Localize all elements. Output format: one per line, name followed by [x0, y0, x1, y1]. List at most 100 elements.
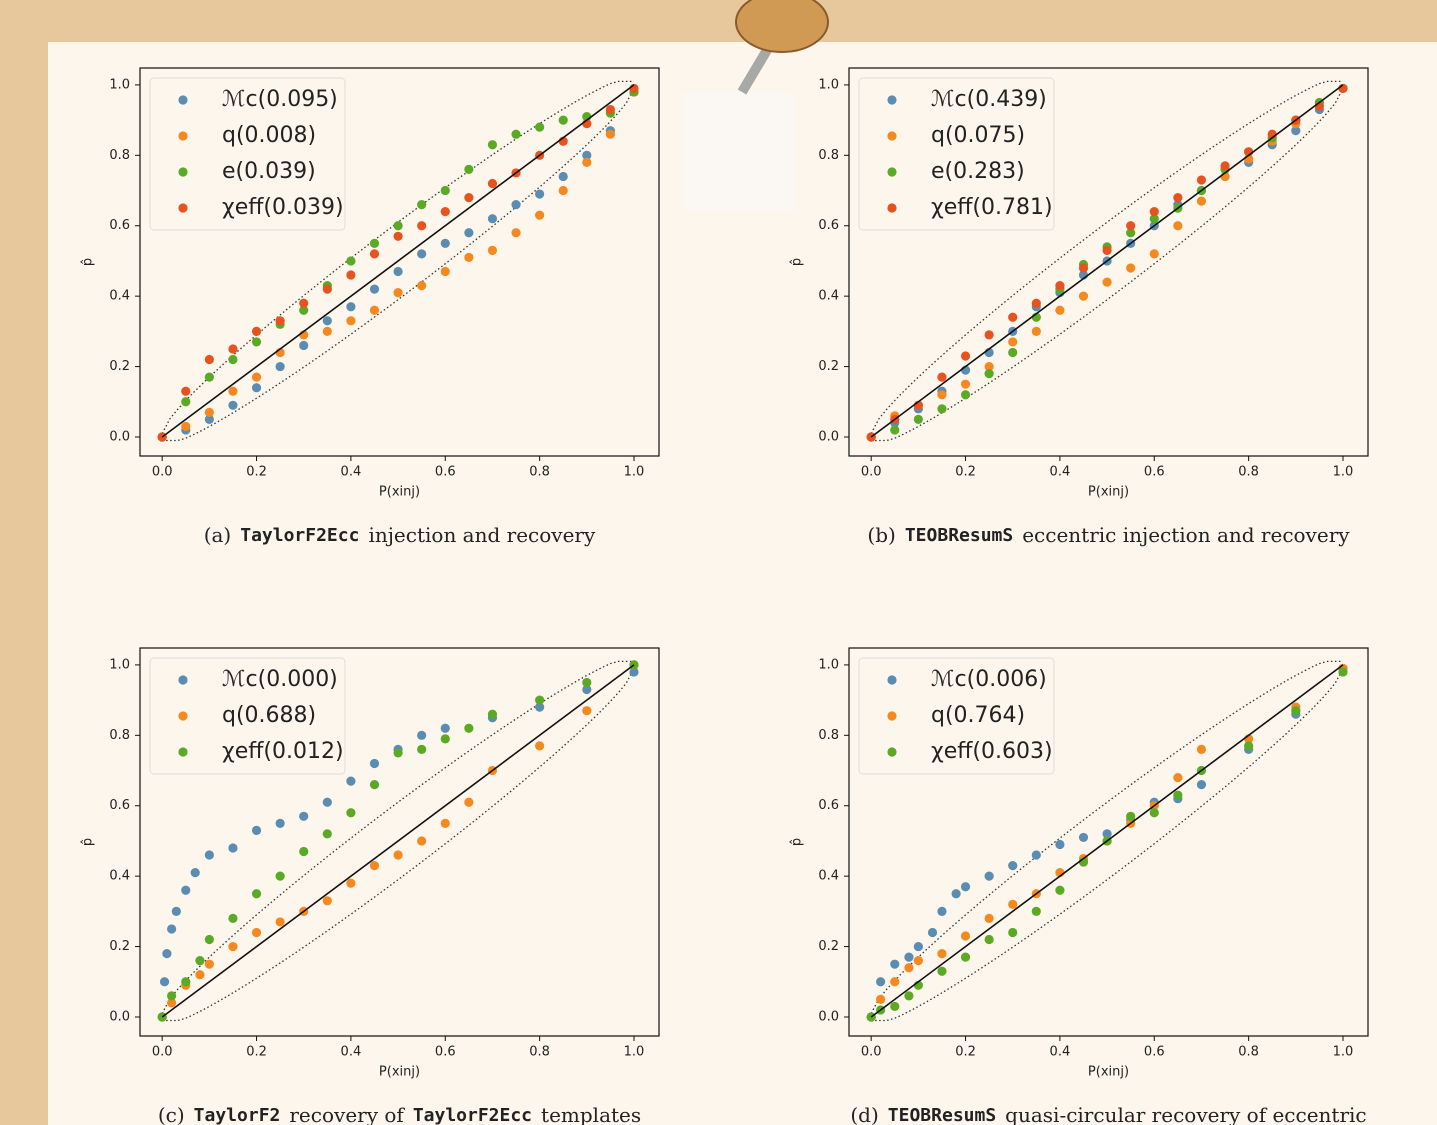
point [417, 836, 426, 845]
point [1150, 808, 1159, 817]
point [417, 745, 426, 754]
legend-label: q(0.008) [222, 123, 316, 148]
y-axis-label: p̂ [81, 258, 96, 266]
point [1197, 745, 1206, 754]
x-axis-label: P(xinj) [379, 485, 420, 500]
point [228, 401, 237, 410]
caption-part: (c) [158, 1103, 185, 1125]
point [167, 924, 176, 933]
point [1102, 246, 1111, 255]
y-tick-label: 0.8 [818, 148, 839, 163]
point [441, 734, 450, 743]
caption-part: TEOBResumS [905, 525, 1013, 546]
legend-label: q(0.688) [222, 703, 316, 728]
point [323, 327, 332, 336]
point [511, 228, 520, 237]
point [559, 172, 568, 181]
x-tick-label: 0.0 [152, 465, 173, 480]
point [1197, 175, 1206, 184]
point [252, 337, 261, 346]
legend-label: χeff(0.781) [931, 195, 1053, 220]
caption-part: TaylorF2 [194, 1105, 281, 1125]
legend-label: q(0.764) [931, 703, 1025, 728]
point [370, 759, 379, 768]
y-tick-label: 0.2 [818, 359, 839, 374]
point [464, 165, 473, 174]
point [1055, 886, 1064, 895]
point [228, 387, 237, 396]
y-tick-label: 0.6 [818, 218, 839, 233]
y-tick-label: 1.0 [818, 77, 839, 92]
point [937, 404, 946, 413]
x-tick-label: 0.6 [435, 465, 456, 480]
y-tick-label: 0.0 [109, 429, 130, 444]
point [1008, 337, 1017, 346]
point [228, 843, 237, 852]
point [299, 812, 308, 821]
point [961, 390, 970, 399]
caption: (b)TEOBResumSeccentric injection and rec… [867, 523, 1350, 547]
point [535, 123, 544, 132]
point [346, 776, 355, 785]
point [181, 397, 190, 406]
point [205, 935, 214, 944]
point [181, 422, 190, 431]
x-tick-label: 0.0 [861, 1045, 882, 1060]
point [559, 186, 568, 195]
x-tick-label: 0.8 [529, 1045, 550, 1060]
point [464, 253, 473, 262]
point [1173, 193, 1182, 202]
point [952, 889, 961, 898]
point [167, 991, 176, 1000]
point [937, 949, 946, 958]
legend-marker [178, 95, 187, 104]
point [276, 362, 285, 371]
point [252, 327, 261, 336]
point [1126, 812, 1135, 821]
point [228, 942, 237, 951]
point [252, 383, 261, 392]
point [582, 678, 591, 687]
legend-marker [178, 131, 187, 140]
point [464, 193, 473, 202]
point [464, 798, 473, 807]
point [323, 798, 332, 807]
y-tick-label: 0.2 [109, 939, 130, 954]
point [346, 879, 355, 888]
point [276, 316, 285, 325]
y-tick-label: 1.0 [109, 77, 130, 92]
y-tick-label: 0.0 [109, 1009, 130, 1024]
point [299, 341, 308, 350]
point [172, 907, 181, 916]
point [904, 963, 913, 972]
caption-part: injection and recovery [368, 523, 596, 547]
x-tick-label: 0.6 [1144, 465, 1165, 480]
point [488, 246, 497, 255]
point [370, 249, 379, 258]
y-tick-label: 0.4 [109, 289, 130, 304]
point [1079, 292, 1088, 301]
point [1008, 900, 1017, 909]
legend-label: e(0.039) [222, 159, 316, 184]
point [1008, 928, 1017, 937]
point [890, 425, 899, 434]
x-tick-label: 1.0 [624, 465, 645, 480]
point [441, 724, 450, 733]
point [228, 914, 237, 923]
x-tick-label: 0.2 [246, 1045, 267, 1060]
caption: (c)TaylorF2recovery ofTaylorF2Ecctemplat… [158, 1103, 641, 1125]
point [488, 214, 497, 223]
legend-marker [887, 747, 896, 756]
y-tick-label: 1.0 [109, 657, 130, 672]
x-axis-label: P(xinj) [1088, 485, 1129, 500]
point [488, 710, 497, 719]
point [559, 116, 568, 125]
point [1032, 327, 1041, 336]
point [346, 302, 355, 311]
point [961, 882, 970, 891]
point [1173, 773, 1182, 782]
point [299, 299, 308, 308]
x-tick-label: 0.4 [1050, 465, 1071, 480]
point [191, 868, 200, 877]
legend-label: ℳc(0.006) [931, 667, 1047, 692]
